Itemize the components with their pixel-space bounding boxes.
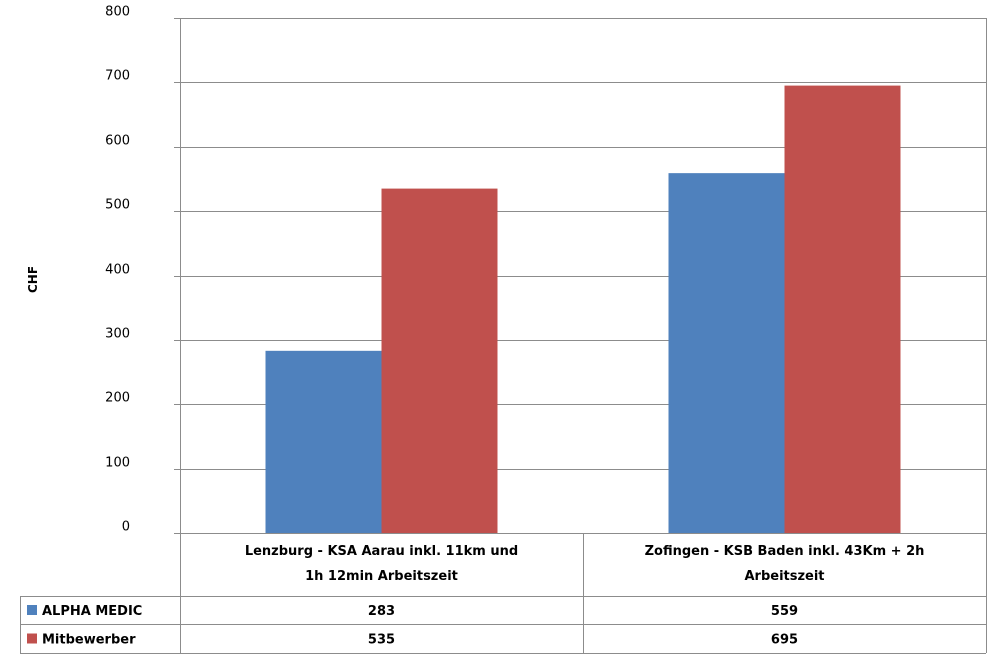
legend-label: ALPHA MEDIC [42, 604, 142, 619]
data-table-value: 283 [368, 604, 395, 619]
y-tick-label: 800 [105, 5, 130, 20]
bar-alpha-medic-1 [265, 350, 382, 533]
data-table-value: 535 [368, 633, 395, 648]
data-table-value: 695 [771, 633, 798, 648]
data-table-value: 559 [771, 604, 798, 619]
category-label: Lenzburg - KSA Aarau inkl. 11km und [245, 544, 518, 559]
y-tick-label: 100 [105, 456, 130, 471]
y-tick-label: 200 [105, 391, 130, 406]
category-label: 1h 12min Arbeitszeit [305, 569, 458, 584]
legend-label: Mitbewerber [42, 633, 136, 648]
category-label: Arbeitszeit [744, 569, 824, 584]
y-tick-label: 0 [122, 520, 130, 535]
legend-swatch [27, 633, 37, 644]
y-tick-label: 400 [105, 263, 130, 278]
category-label: Zofingen - KSB Baden inkl. 43Km + 2h [645, 544, 925, 559]
bars [265, 85, 901, 534]
bar-alpha-medic-2 [668, 173, 785, 534]
y-tick-label: 300 [105, 327, 130, 342]
y-tick-label: 500 [105, 198, 130, 213]
category-labels: Lenzburg - KSA Aarau inkl. 11km und 1h 12… [245, 544, 925, 584]
y-tick-labels: 0 100 200 300 400 500 600 700 800 [105, 5, 130, 535]
y-tick-label: 700 [105, 69, 130, 84]
y-axis-title: CHF [26, 266, 40, 293]
y-tick-label: 600 [105, 134, 130, 149]
legend-swatch [27, 605, 37, 615]
data-table: ALPHA MEDIC 283 559 Mitbewerber 535 695 [20, 533, 986, 654]
bar-mitbewerber-2 [784, 85, 901, 533]
bar-mitbewerber-1 [381, 188, 498, 533]
